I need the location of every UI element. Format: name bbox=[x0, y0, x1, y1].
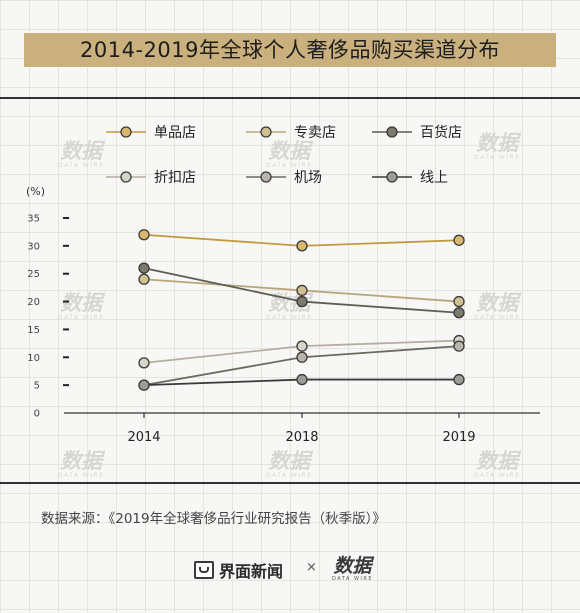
series-layer bbox=[138, 229, 465, 391]
y-tick-label: 20 bbox=[27, 297, 40, 308]
data-point bbox=[453, 307, 465, 319]
jiemian-brand-name: 界面新闻 bbox=[219, 562, 284, 581]
y-tick-label: 5 bbox=[34, 381, 40, 392]
series-group bbox=[138, 273, 465, 308]
legend-label: 机场 bbox=[294, 170, 322, 186]
bottom-divider bbox=[0, 482, 580, 484]
series-group bbox=[138, 229, 465, 252]
y-tick-label: 15 bbox=[27, 325, 40, 336]
x-tick-label: 2018 bbox=[285, 430, 318, 445]
x-tick-label: 2014 bbox=[127, 430, 160, 445]
data-point bbox=[453, 340, 465, 352]
title-band bbox=[24, 33, 556, 67]
data-point bbox=[453, 295, 465, 308]
legend-label: 专卖店 bbox=[294, 125, 336, 141]
chart-axes: (%) 0 5 10 15 20 25 30 35 2014 2018 2019 bbox=[26, 185, 540, 445]
data-point bbox=[296, 295, 308, 308]
data-point bbox=[296, 240, 308, 252]
series-group bbox=[138, 262, 465, 319]
legend-label: 线上 bbox=[420, 170, 448, 186]
jiemian-logo-icon bbox=[194, 561, 214, 579]
jiemian-brand: 界面新闻 bbox=[194, 558, 283, 582]
legend-swatch-marker bbox=[260, 171, 272, 183]
legend-swatch-marker bbox=[386, 126, 398, 138]
legend-swatch-marker bbox=[120, 171, 132, 183]
data-point bbox=[296, 373, 308, 386]
data-point bbox=[138, 379, 150, 391]
x-tick-label: 2019 bbox=[442, 430, 475, 445]
data-point bbox=[296, 284, 308, 297]
legend-label: 百货店 bbox=[420, 124, 462, 141]
y-tick-label: 10 bbox=[27, 353, 40, 364]
brand-separator: × bbox=[306, 560, 317, 575]
legend-swatch-marker bbox=[260, 126, 272, 138]
top-divider bbox=[0, 97, 580, 99]
footer-brands: 界面新闻 × 数据 DATA WIRE bbox=[0, 556, 580, 584]
datawire-logo: 数据 bbox=[333, 555, 372, 577]
legend-swatch-marker bbox=[120, 126, 132, 138]
data-point bbox=[296, 340, 308, 352]
data-point bbox=[296, 351, 308, 363]
data-point bbox=[453, 373, 465, 386]
legend-label: 折扣店 bbox=[154, 170, 196, 186]
data-point bbox=[138, 357, 150, 369]
series-group bbox=[138, 373, 465, 391]
datawire-brand: 数据 DATA WIRE bbox=[332, 556, 373, 582]
legend-item: 折扣店 bbox=[106, 170, 196, 186]
y-tick-label: 25 bbox=[27, 269, 40, 280]
data-point bbox=[453, 234, 465, 246]
y-tick-label: 30 bbox=[27, 241, 40, 252]
legend-item: 机场 bbox=[246, 170, 322, 186]
y-tick-label: 35 bbox=[27, 214, 40, 225]
legend-label: 单品店 bbox=[154, 125, 196, 141]
legend-item: 专卖店 bbox=[246, 125, 336, 141]
legend-swatch-marker bbox=[386, 171, 398, 183]
data-point bbox=[138, 273, 150, 285]
data-source-note: 数据来源：《2019年全球奢侈品行业研究报告（秋季版）》 bbox=[41, 511, 386, 527]
data-point bbox=[138, 262, 150, 274]
y-axis-unit-label: (%) bbox=[26, 185, 45, 198]
chart-title: 2014-2019年全球个人奢侈品购买渠道分布 bbox=[80, 38, 500, 62]
datawire-subtitle: DATA WIRE bbox=[332, 576, 374, 582]
y-tick-label: 0 bbox=[34, 409, 40, 420]
data-point bbox=[138, 229, 150, 241]
legend-item: 线上 bbox=[372, 170, 448, 186]
legend-item: 单品店 bbox=[106, 125, 196, 141]
legend-item: 百货店 bbox=[372, 124, 462, 141]
